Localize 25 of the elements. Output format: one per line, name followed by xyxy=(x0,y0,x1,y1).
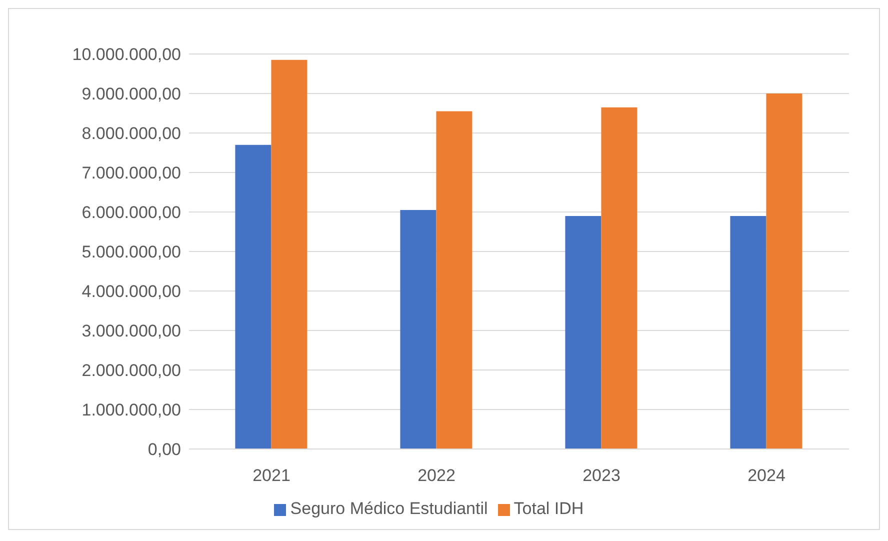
bar xyxy=(565,216,602,449)
x-tick-label: 2021 xyxy=(252,466,290,486)
y-tick-label: 1.000.000,00 xyxy=(82,400,181,420)
y-tick-label: 10.000.000,00 xyxy=(72,45,181,64)
bar xyxy=(436,111,472,449)
y-tick-label: 8.000.000,00 xyxy=(82,124,181,144)
y-tick-label: 9.000.000,00 xyxy=(82,84,181,104)
y-tick-label: 2.000.000,00 xyxy=(82,361,181,380)
x-tick-label: 2022 xyxy=(418,466,456,486)
bar xyxy=(730,216,766,449)
y-tick-label: 4.000.000,00 xyxy=(82,282,181,302)
y-tick-label: 7.000.000,00 xyxy=(82,164,181,183)
bar xyxy=(235,144,272,449)
y-tick-label: 6.000.000,00 xyxy=(82,203,181,222)
bar xyxy=(766,94,802,449)
legend-label: Seguro Médico Estudiantil xyxy=(290,499,488,518)
bar xyxy=(601,107,638,449)
legend-label: Total IDH xyxy=(514,499,584,518)
x-tick-label: 2024 xyxy=(748,466,786,486)
bar xyxy=(400,210,436,449)
y-tick-label: 5.000.000,00 xyxy=(82,242,181,262)
y-tick-label: 3.000.000,00 xyxy=(82,322,181,341)
y-tick-label: 0,00 xyxy=(148,440,181,460)
x-tick-label: 2023 xyxy=(582,466,620,486)
bar xyxy=(271,60,308,449)
